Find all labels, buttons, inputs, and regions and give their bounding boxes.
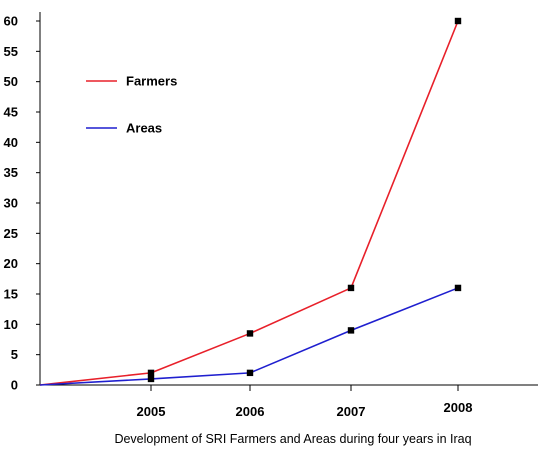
data-point-farmers xyxy=(454,17,462,25)
y-tick-label: 55 xyxy=(4,44,18,59)
data-point-areas xyxy=(246,369,254,377)
y-axis-ticks: 0 5 10 15 20 25 30 35 40 45 50 55 60 xyxy=(4,14,40,393)
y-tick-label: 30 xyxy=(4,196,18,211)
axes xyxy=(39,12,538,386)
data-point-areas xyxy=(454,284,462,292)
x-tick-label: 2008 xyxy=(444,400,473,415)
series-markers xyxy=(147,17,462,383)
y-tick-label: 10 xyxy=(4,317,18,332)
x-tick-label: 2005 xyxy=(137,404,166,419)
y-tick-label: 5 xyxy=(11,347,18,362)
data-point-farmers xyxy=(246,330,254,337)
y-tick-label: 45 xyxy=(4,105,18,120)
y-tick-label: 35 xyxy=(4,165,18,180)
y-tick-label: 0 xyxy=(11,378,18,393)
y-tick-label: 40 xyxy=(4,135,18,150)
x-tick-label: 2007 xyxy=(337,404,366,419)
y-tick-label: 50 xyxy=(4,74,18,89)
legend-label-farmers: Farmers xyxy=(126,74,177,89)
legend-label-areas: Areas xyxy=(126,121,162,136)
y-tick-label: 25 xyxy=(4,226,18,241)
chart-caption: Development of SRI Farmers and Areas dur… xyxy=(114,432,471,446)
x-axis-ticks: 2005 2006 2007 2008 xyxy=(137,385,473,419)
y-tick-label: 60 xyxy=(4,14,18,29)
data-point-areas xyxy=(347,327,355,334)
data-point-farmers xyxy=(147,369,155,377)
x-tick-label: 2006 xyxy=(236,404,265,419)
y-tick-label: 20 xyxy=(4,256,18,271)
y-tick-label: 15 xyxy=(4,287,18,302)
legend: Farmers Areas xyxy=(86,74,177,136)
data-point-farmers xyxy=(347,284,355,292)
data-point-areas xyxy=(147,375,155,383)
